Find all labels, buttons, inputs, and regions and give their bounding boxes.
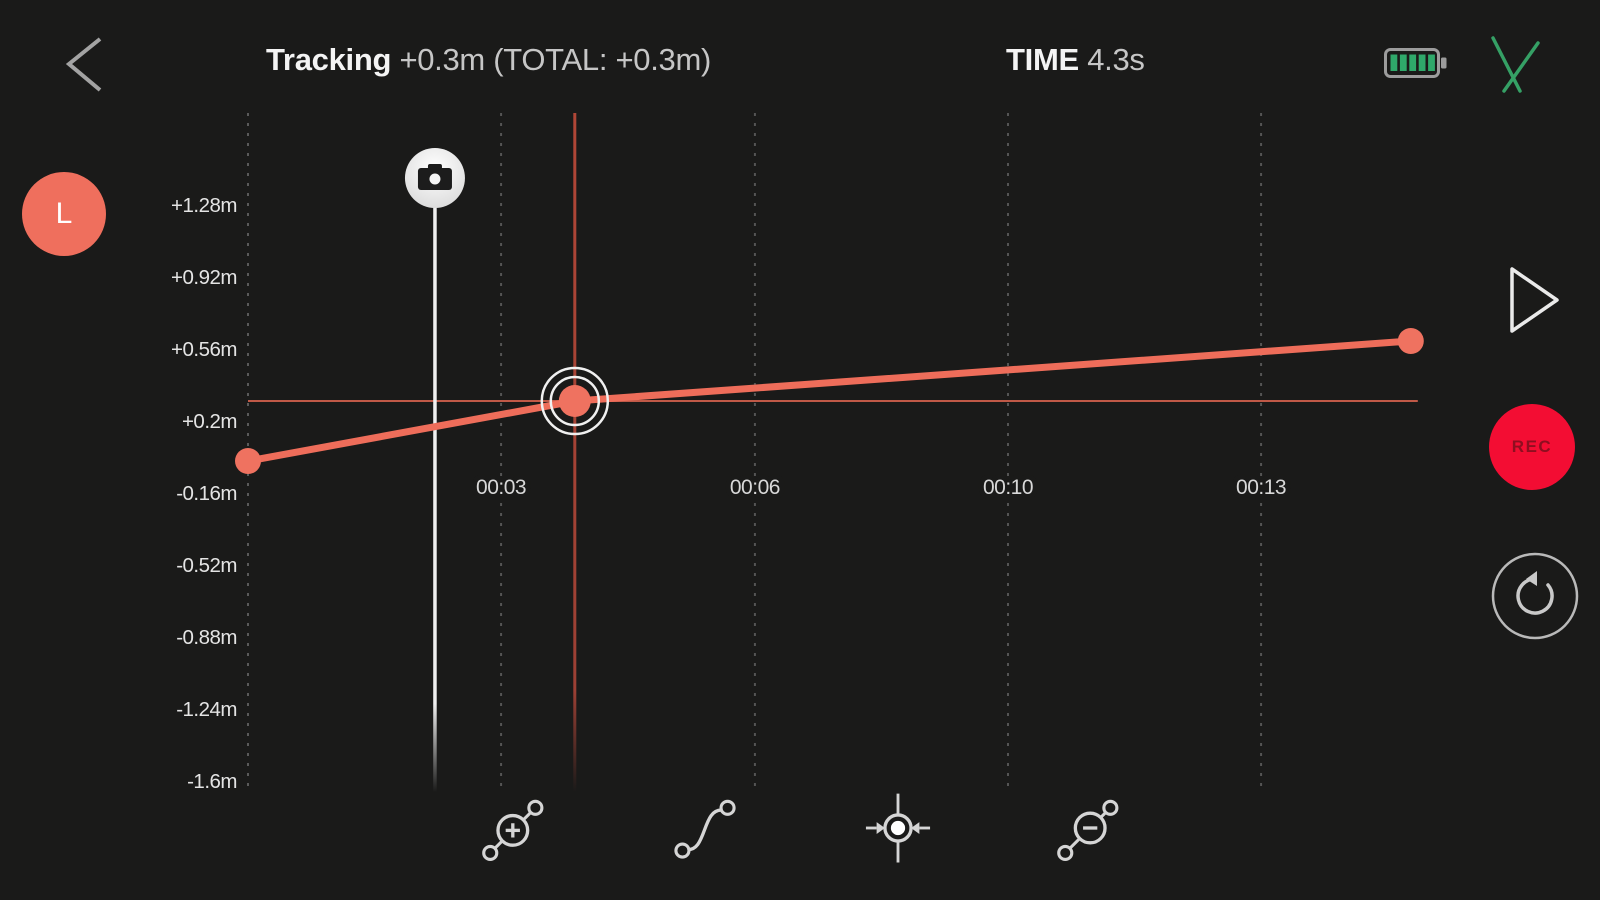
ease-curve-button[interactable] [667,790,743,866]
back-button[interactable] [60,34,112,96]
target-inner-ring [549,375,601,427]
signal-antenna-icon [1491,36,1540,93]
record-label: REC [1511,437,1553,456]
play-button[interactable] [1506,262,1562,338]
remove-keyframe-icon [1057,799,1119,862]
ease-curve-icon [674,799,736,859]
replay-button[interactable] [1490,551,1580,641]
remove-keyframe-button[interactable] [1051,790,1127,866]
y-tick-label: +0.56m [171,338,237,361]
target-marker[interactable] [558,385,591,417]
y-tick-label: +1.28m [171,194,237,217]
camera-icon [417,164,452,190]
center-target-button[interactable] [860,790,936,866]
y-tick-label: +0.92m [171,266,237,289]
x-tick-label: 00:03 [476,476,526,499]
x-tick-label: 00:06 [730,476,780,499]
x-tick-label: 00:13 [1236,476,1286,499]
add-keyframe-button[interactable] [476,790,552,866]
record-button[interactable]: REC [1489,404,1575,490]
chevron-left-icon [65,37,102,92]
left-handle-label: L [55,197,73,230]
time-label: TIME [1006,42,1079,77]
page-title: Tracking +0.3m (TOTAL: +0.3m) [266,42,711,78]
y-tick-label: -0.52m [176,554,237,577]
y-tick-label: +0.2m [182,410,237,433]
y-tick-label: -1.6m [187,770,237,793]
title-secondary: +0.3m (TOTAL: +0.3m) [399,42,712,77]
replay-icon [1516,571,1554,615]
y-tick-label: -0.16m [176,482,237,505]
center-target-icon [865,793,931,863]
track-start-point[interactable] [235,448,261,474]
time-readout: TIME 4.3s [1006,42,1145,78]
add-keyframe-icon [482,799,544,862]
play-icon [1510,267,1559,333]
y-tick-label: -0.88m [176,626,237,649]
title-primary: Tracking [266,42,392,77]
y-tick-label: -1.24m [176,698,237,721]
battery-icon [1384,48,1447,78]
left-handle-badge[interactable]: L [22,172,106,256]
time-value: 4.3s [1087,42,1145,77]
track-end-point[interactable] [1397,328,1424,354]
x-tick-label: 00:10 [983,476,1033,499]
target-outer-ring [540,366,610,436]
